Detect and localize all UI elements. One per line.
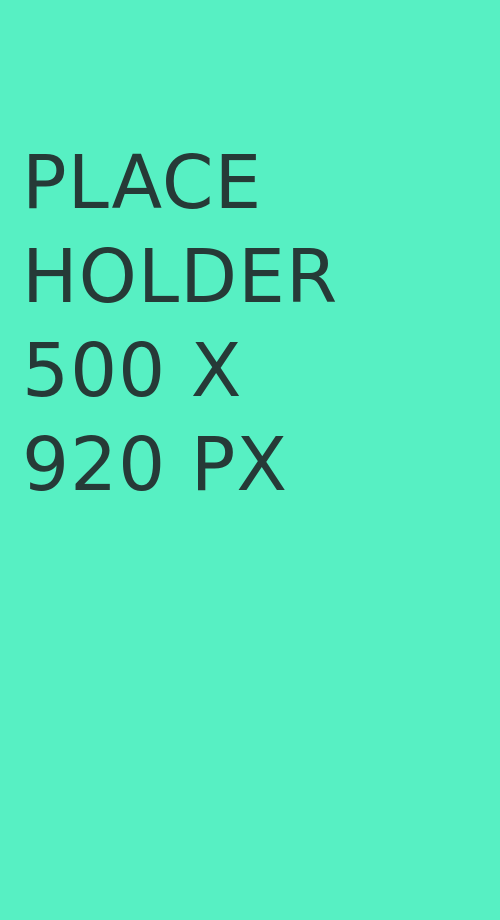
placeholder-label: PLACE HOLDER 500 X 920 PX <box>22 136 482 512</box>
placeholder-line-place: PLACE <box>22 140 263 226</box>
placeholder-line-height: 920 PX <box>22 422 289 508</box>
placeholder-line-width: 500 X <box>22 328 243 414</box>
placeholder-line-holder: HOLDER <box>22 234 339 320</box>
